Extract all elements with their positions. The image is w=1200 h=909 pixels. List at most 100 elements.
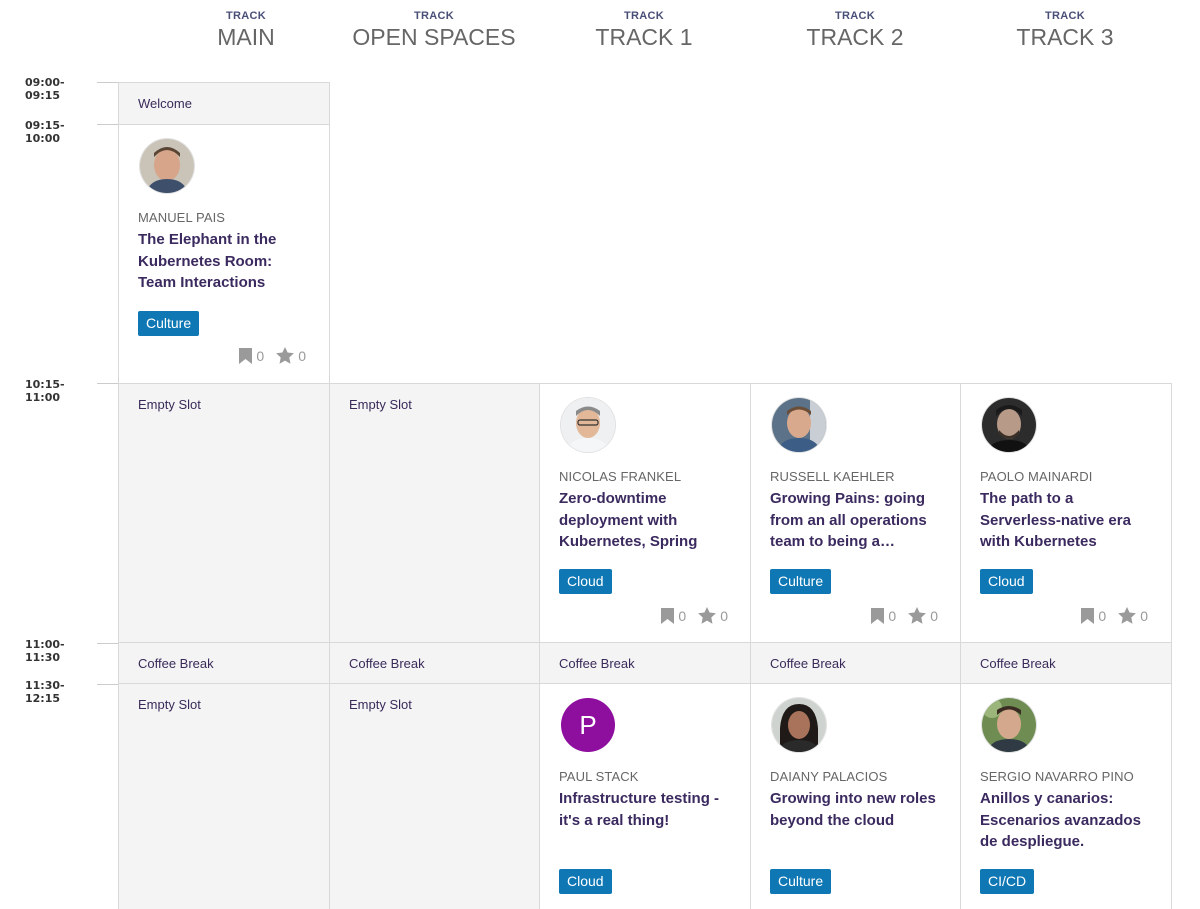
slot-label: Empty Slot — [138, 697, 201, 712]
slot-label: Coffee Break — [559, 656, 635, 671]
empty-slot[interactable]: Empty Slot — [329, 383, 540, 643]
track-name: TRACK 2 — [806, 24, 904, 50]
speaker-name[interactable]: RUSSELL KAEHLER — [770, 469, 895, 484]
star-count: 0 — [1140, 607, 1148, 624]
talk-title[interactable]: Growing into new roles beyond the cloud — [770, 790, 936, 829]
tag-badge[interactable]: Culture — [770, 869, 832, 894]
speaker-avatar: P — [561, 698, 615, 752]
bookmark-count: 0 — [256, 347, 265, 364]
talk-card[interactable]: P PAUL STACK Infrastructure testing - it… — [539, 683, 751, 909]
speaker-avatar — [982, 398, 1036, 452]
star-icon[interactable] — [1118, 607, 1137, 624]
bookmark-icon[interactable] — [871, 607, 885, 624]
time-label: 10:15-11:00 — [25, 378, 65, 404]
talk-title[interactable]: The path to a Serverless-native era with… — [980, 490, 1131, 550]
time-label: 09:15-10:00 — [25, 119, 65, 145]
time-divider — [97, 684, 118, 685]
welcome-slot[interactable]: Welcome — [118, 82, 330, 124]
speaker-name[interactable]: MANUEL PAIS — [138, 210, 226, 225]
star-count: 0 — [298, 347, 306, 364]
talk-title[interactable]: Growing Pains: going from an all operati… — [770, 490, 927, 550]
coffee-break-slot[interactable]: Coffee Break — [329, 642, 540, 684]
talk-counters: 0 0 — [239, 347, 306, 364]
talk-card[interactable]: PAOLO MAINARDI The path to a Serverless-… — [960, 383, 1172, 643]
coffee-break-slot[interactable]: Coffee Break — [960, 642, 1172, 684]
empty-slot[interactable]: Empty Slot — [329, 683, 540, 909]
bookmark-icon[interactable] — [1081, 607, 1095, 624]
talk-counters: 0 0 — [871, 607, 938, 624]
slot-label: Coffee Break — [349, 656, 425, 671]
track-header-open-spaces: TRACK OPEN SPACES — [329, 10, 539, 51]
empty-slot[interactable]: Empty Slot — [118, 383, 330, 643]
talk-title[interactable]: The Elephant in the Kubernetes Room: Tea… — [138, 231, 277, 291]
speaker-avatar — [140, 139, 194, 193]
coffee-break-slot[interactable]: Coffee Break — [539, 642, 751, 684]
track-header-track-2: TRACK TRACK 2 — [750, 10, 960, 51]
bookmark-count: 0 — [1098, 607, 1107, 624]
time-label: 09:00-09:15 — [25, 76, 65, 102]
slot-label: Coffee Break — [138, 656, 214, 671]
tag-badge[interactable]: Culture — [138, 310, 200, 336]
tag-badge[interactable]: CI/CD — [980, 869, 1035, 894]
speaker-name[interactable]: NICOLAS FRANKEL — [559, 469, 682, 484]
talk-counters: 0 0 — [1081, 607, 1148, 624]
track-name: TRACK 1 — [595, 24, 693, 50]
time-divider — [97, 124, 118, 125]
track-header-track-1: TRACK TRACK 1 — [539, 10, 749, 51]
talk-title[interactable]: Infrastructure testing - it's a real thi… — [559, 790, 720, 829]
tag-badge[interactable]: Cloud — [559, 869, 612, 894]
speaker-name[interactable]: SERGIO NAVARRO PINO — [980, 769, 1134, 784]
talk-card[interactable]: RUSSELL KAEHLER Growing Pains: going fro… — [750, 383, 961, 643]
speaker-name[interactable]: PAUL STACK — [559, 769, 639, 784]
track-kicker: TRACK — [624, 10, 664, 22]
time-label: 11:30-12:15 — [25, 679, 65, 705]
talk-counters: 0 0 — [661, 607, 728, 624]
tag-badge[interactable]: Cloud — [980, 568, 1033, 594]
speaker-avatar — [982, 698, 1036, 752]
track-kicker: TRACK — [414, 10, 454, 22]
slot-label: Coffee Break — [980, 656, 1056, 671]
bookmark-count: 0 — [678, 607, 687, 624]
slot-label: Empty Slot — [349, 397, 412, 412]
track-name: MAIN — [217, 24, 275, 50]
bookmark-count: 0 — [888, 607, 897, 624]
coffee-break-slot[interactable]: Coffee Break — [750, 642, 961, 684]
bookmark-icon[interactable] — [239, 347, 253, 364]
talk-card[interactable]: NICOLAS FRANKEL Zero-downtime deployment… — [539, 383, 751, 643]
speaker-avatar — [561, 398, 615, 452]
slot-label: Empty Slot — [138, 397, 201, 412]
track-header-main: TRACK MAIN — [141, 10, 351, 51]
tag-badge[interactable]: Culture — [770, 568, 832, 594]
time-divider — [97, 643, 118, 644]
time-label: 11:00-11:30 — [25, 638, 65, 664]
time-divider — [97, 383, 118, 384]
slot-label: Coffee Break — [770, 656, 846, 671]
speaker-avatar — [772, 698, 826, 752]
track-name: OPEN SPACES — [352, 24, 516, 50]
time-divider — [97, 82, 118, 83]
speaker-name[interactable]: PAOLO MAINARDI — [980, 469, 1093, 484]
track-kicker: TRACK — [1045, 10, 1085, 22]
track-kicker: TRACK — [226, 10, 266, 22]
talk-card[interactable]: SERGIO NAVARRO PINO Anillos y canarios: … — [960, 683, 1172, 909]
talk-title[interactable]: Anillos y canarios: Escenarios avanzados… — [980, 790, 1141, 850]
star-icon[interactable] — [698, 607, 717, 624]
star-count: 0 — [930, 607, 938, 624]
slot-label: Empty Slot — [349, 697, 412, 712]
talk-title[interactable]: Zero-downtime deployment with Kubernetes… — [559, 490, 698, 550]
speaker-name[interactable]: DAIANY PALACIOS — [770, 769, 888, 784]
speaker-avatar — [772, 398, 826, 452]
track-name: TRACK 3 — [1016, 24, 1114, 50]
slot-label: Welcome — [138, 96, 192, 111]
star-icon[interactable] — [908, 607, 927, 624]
bookmark-icon[interactable] — [661, 607, 675, 624]
talk-card[interactable]: DAIANY PALACIOS Growing into new roles b… — [750, 683, 961, 909]
coffee-break-slot[interactable]: Coffee Break — [118, 642, 330, 684]
talk-card[interactable]: MANUEL PAIS The Elephant in the Kubernet… — [118, 124, 330, 383]
tag-badge[interactable]: Cloud — [559, 569, 612, 594]
star-icon[interactable] — [276, 347, 295, 364]
star-count: 0 — [720, 607, 728, 624]
track-header-track-3: TRACK TRACK 3 — [960, 10, 1170, 51]
empty-slot[interactable]: Empty Slot — [118, 683, 330, 909]
track-kicker: TRACK — [835, 10, 875, 22]
